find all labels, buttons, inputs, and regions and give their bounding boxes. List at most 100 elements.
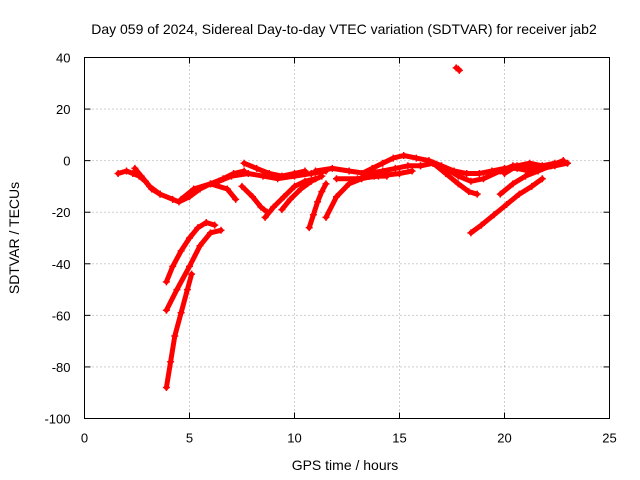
data-point [328,164,336,172]
data-point [173,286,181,294]
data-point [404,162,412,170]
chart-title: Day 059 of 2024, Sidereal Day-to-day VTE… [91,21,597,37]
data-point [278,172,286,180]
data-point [333,193,340,201]
series-track-4 [162,226,225,314]
data-point [162,384,170,392]
data-point [194,224,202,232]
data-point [463,170,471,178]
series-track-8 [240,159,309,180]
series-track-7 [215,167,330,185]
data-point [305,224,313,232]
data-point [186,262,193,270]
y-tick-label: -100 [44,412,70,427]
series-line [306,181,329,231]
x-tick-label: 15 [392,431,406,446]
data-point [322,180,330,188]
data-point [442,170,450,178]
series-track-21 [501,159,559,178]
data-point [477,221,485,229]
data-point [309,211,317,219]
data-point [475,170,483,178]
data-point [467,229,475,237]
data-point [408,167,416,175]
y-tick-label: -40 [52,257,71,272]
data-point [215,177,223,185]
data-point [183,286,191,294]
series-line [239,183,270,215]
data-point [123,167,130,175]
data-point [131,164,139,172]
x-tick-label: 10 [287,431,301,446]
series-track-11 [278,172,326,214]
data-point [257,203,265,211]
series-track-3 [162,219,219,286]
data-point [496,167,504,175]
data-point [368,164,376,172]
data-point [559,157,567,165]
series-track-10 [261,175,319,221]
series-track-6 [177,180,240,203]
series-track-18 [429,159,481,198]
data-point [389,154,397,162]
data-point [501,170,508,178]
data-point [534,167,542,175]
data-point [467,177,475,185]
data-point [207,180,214,188]
data-point [318,188,326,196]
data-point [249,193,256,201]
x-axis-label: GPS time / hours [292,457,399,473]
plot-frame [84,57,610,419]
data-point [286,195,294,203]
y-tick-label: -60 [52,308,71,323]
y-tick-label: -80 [52,360,71,375]
data-point [538,175,546,183]
x-tick-label: 20 [497,431,511,446]
data-point [223,185,231,193]
data-point [228,172,235,180]
data-point [473,190,481,198]
data-point [244,170,252,178]
x-tick-labels: 0 5 10 15 20 25 [81,431,617,446]
data-point [162,278,170,286]
data-point [333,175,340,183]
axis-ticks [84,57,610,419]
data-point [186,234,193,242]
data-point [259,172,267,180]
data-point [177,309,185,317]
data-point [307,177,315,185]
data-point [551,159,559,167]
data-point [465,188,473,196]
data-point [515,190,523,198]
data-series [114,64,571,392]
data-point [211,221,219,229]
data-point [358,170,366,178]
data-point [314,198,322,206]
data-point [196,242,204,250]
data-point [238,182,246,190]
data-point [167,358,175,366]
data-point [503,200,511,208]
data-point [171,332,179,340]
y-tick-labels: -100 -80 -60 -40 -20 0 20 40 [44,51,70,427]
series-line [163,227,224,313]
data-point [509,180,517,188]
series-outlier [452,64,463,74]
data-point [490,211,498,219]
data-point [564,159,571,167]
data-point [291,182,298,190]
data-point [307,170,315,178]
series-track-2 [131,164,248,206]
data-point [391,164,399,172]
data-point [513,162,521,170]
y-tick-label: 40 [56,51,70,66]
data-point [354,175,361,183]
data-point [454,172,462,180]
data-point [400,151,408,159]
data-point [496,190,504,198]
data-point [379,159,387,167]
data-point [538,162,546,170]
data-point [169,195,177,203]
y-tick-label: 20 [56,102,70,117]
